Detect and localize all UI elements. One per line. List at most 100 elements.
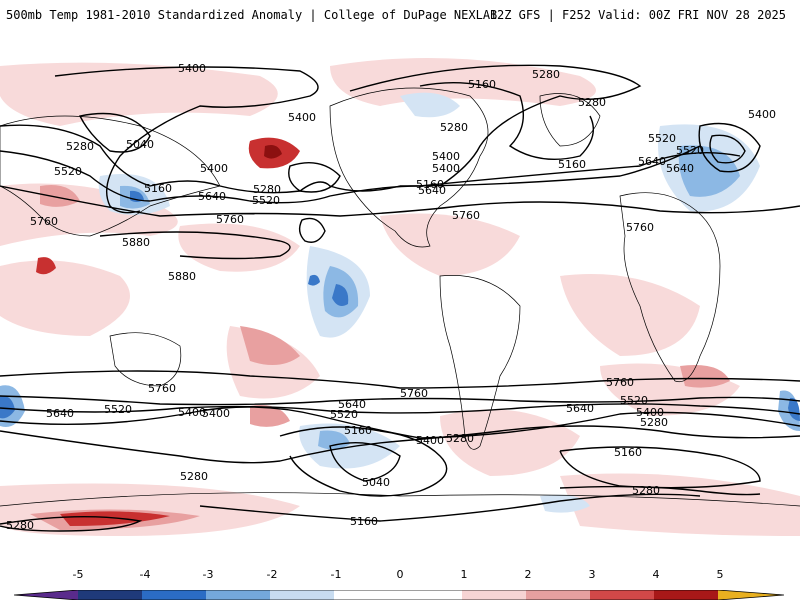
contour-label: 5280 [532,68,560,81]
pos-anomaly-region [250,405,290,427]
contour-label: 5280 [578,96,606,109]
contour-label: 5400 [636,406,664,419]
contour-label: 5280 [632,484,660,497]
contour-5280-far-south [0,515,143,532]
contour-labels: 5400 5280 5160 5280 5400 5280 5040 5520 … [6,62,776,532]
contour-5640-north [0,150,741,204]
contour-label: 5640 [198,190,226,203]
contour-5760-south [0,370,800,389]
legend-tick: 1 [460,568,468,581]
contour-closed-low-tropics [298,217,326,243]
contour-label: 5520 [330,408,358,421]
legend-tick: 5 [716,568,724,581]
legend-tick: -2 [266,568,278,581]
legend-swatch [654,590,718,600]
contour-label: 5760 [626,221,654,234]
pos-anomaly-region [264,145,282,159]
contour-closed-low-europe-inner [709,134,746,164]
pos-anomaly-region [178,223,300,272]
contour-5280-antarctic [559,485,761,496]
south-america-outline [439,275,521,450]
contour-5160-antarctic [199,493,701,522]
contour-label: 5280 [446,432,474,445]
contour-label: 5280 [440,121,468,134]
contour-label: 5520 [676,144,704,157]
pos-anomaly-region [440,409,580,476]
contour-label: 5280 [6,519,34,532]
pos-anomaly-region [680,365,730,388]
north-america-outline [329,87,489,248]
contour-closed-low-sw [288,162,341,193]
australia-outline [109,332,182,387]
contour-5040-closed [329,441,401,482]
contour-label: 5400 [202,407,230,420]
pos-anomaly-region [0,62,278,126]
pos-anomaly-region [0,483,300,536]
contour-5400-north [54,66,319,214]
legend-tick: 2 [524,568,532,581]
run-info: 12Z GFS | F252 Valid: 00Z FRI NOV 28 202… [489,8,786,22]
anomaly-map: 5400 5280 5160 5280 5400 5280 5040 5520 … [0,36,800,560]
neg-anomaly-region [400,92,460,118]
legend-swatch [462,590,526,600]
legend-tick: 0 [396,568,404,581]
header: 500mb Temp 1981-2010 Standardized Anomal… [0,0,800,36]
contour-label: 5760 [606,376,634,389]
contour-5040-north [78,112,151,153]
legend-swatch [78,590,142,600]
neg-anomaly-region [332,284,349,306]
contour-closed-low-europe [698,122,761,173]
map-title: 500mb Temp 1981-2010 Standardized Anomal… [6,8,498,22]
contour-5280-south [0,425,800,464]
map-canvas: 5400 5280 5160 5280 5400 5280 5040 5520 … [0,58,800,536]
contour-label: 5400 [432,150,460,163]
contour-label: 5640 [566,402,594,415]
contour-label: 5160 [558,158,586,171]
contour-label: 5400 [432,162,460,175]
contour-label: 5160 [614,446,642,459]
contour-5520-south [0,403,800,415]
contour-label: 5520 [54,165,82,178]
contour-label: 5280 [66,140,94,153]
legend-swatch [270,590,334,600]
pos-anomaly-region [380,213,520,276]
contour-label: 5160 [144,182,172,195]
coastlines [0,87,800,507]
contour-label: 5280 [640,416,668,429]
contour-5160-south [279,426,448,497]
contour-5640-south [0,395,800,406]
pos-anomaly-region [36,257,56,275]
contour-label: 5760 [148,382,176,395]
pos-anomaly-region [240,326,300,365]
contour-label: 5160 [468,78,496,91]
height-contours [0,64,800,532]
asia-outline [0,115,221,237]
legend-swatch [142,590,206,600]
greenland-outline [539,93,601,147]
legend-tick: -3 [202,568,214,581]
anomaly-shading [0,58,800,536]
contour-label: 5880 [168,270,196,283]
contour-label: 5640 [638,155,666,168]
neg-anomaly-region [0,395,15,419]
contour-5160-north [419,81,594,161]
legend-tick: -1 [330,568,342,581]
contour-label: 5160 [344,424,372,437]
contour-label: 5760 [400,387,428,400]
contour-label: 5400 [178,62,206,75]
legend-swatch [590,590,654,600]
legend-tick: 3 [588,568,596,581]
contour-label: 5760 [452,209,480,222]
contour-label: 5400 [200,162,228,175]
contour-5520-north [0,124,701,194]
contour-label: 5520 [104,403,132,416]
pos-anomaly-region [560,274,700,356]
contour-5880-north [99,231,291,260]
contour-label: 5160 [416,178,444,191]
contour-label: 5400 [416,434,444,447]
contour-5760-north [0,185,800,217]
contour-label: 5520 [252,194,280,207]
contour-label: 5880 [122,236,150,249]
legend-swatch [206,590,270,600]
contour-label: 5400 [288,111,316,124]
